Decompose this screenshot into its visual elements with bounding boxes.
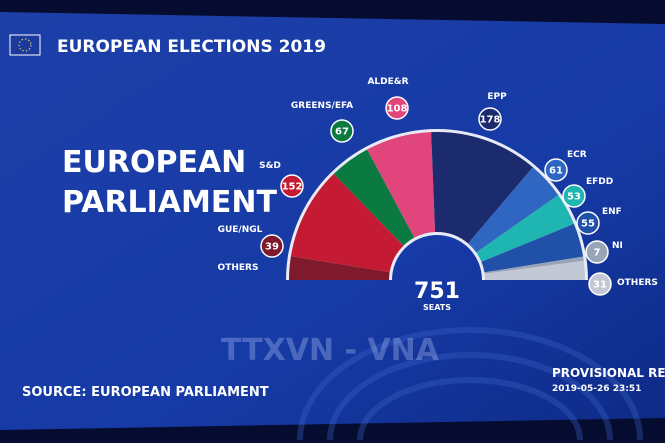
seat-segment bbox=[290, 173, 404, 273]
party-name: S&D bbox=[259, 161, 281, 171]
party-name: OTHERS bbox=[617, 278, 658, 288]
seat-bubble bbox=[280, 174, 304, 198]
seat-segment bbox=[367, 132, 436, 238]
watermark: TTXVN - VNA bbox=[221, 333, 440, 368]
seat-count: 61 bbox=[549, 166, 563, 177]
seat-bubble bbox=[576, 211, 600, 235]
status: PROVISIONAL RESULTS bbox=[552, 366, 665, 380]
party-name: EPP bbox=[487, 92, 507, 102]
seat-bubble bbox=[585, 240, 609, 264]
decor-arcs bbox=[297, 327, 643, 441]
eu-stars bbox=[18, 38, 32, 52]
seat-count: 152 bbox=[282, 182, 303, 193]
party-name: ENF bbox=[602, 207, 622, 217]
seat-segment bbox=[484, 256, 584, 274]
party-name: GREENS/EFA bbox=[291, 101, 353, 111]
seat-count: 39 bbox=[265, 242, 279, 253]
party-name: EFDD bbox=[586, 177, 613, 187]
seat-segment bbox=[333, 149, 415, 246]
seat-count: 178 bbox=[480, 115, 501, 126]
seat-segment bbox=[484, 260, 585, 280]
total-label: SEATS bbox=[423, 303, 451, 312]
seat-count: 53 bbox=[567, 192, 581, 203]
seat-bubble bbox=[260, 234, 284, 258]
seat-count: 108 bbox=[387, 104, 408, 115]
party-name: NI bbox=[612, 241, 623, 251]
seat-bubble bbox=[544, 158, 568, 182]
party-name: GUE/NGL bbox=[218, 225, 263, 235]
chart-title-2: PARLIAMENT bbox=[62, 185, 278, 220]
seat-segment bbox=[481, 223, 584, 273]
eu-flag bbox=[9, 34, 41, 56]
seat-count: 67 bbox=[335, 127, 349, 138]
seat-count: 55 bbox=[581, 219, 595, 230]
seat-bubble bbox=[588, 272, 612, 296]
source: SOURCE: EUROPEAN PARLIAMENT bbox=[22, 385, 269, 400]
header: EUROPEAN ELECTIONS 2019 bbox=[57, 37, 326, 57]
seat-bubble bbox=[478, 107, 502, 131]
left-label: OTHERS bbox=[218, 263, 259, 273]
chart-title-1: EUROPEAN bbox=[62, 145, 246, 180]
seat-segment bbox=[468, 167, 559, 253]
seat-segment bbox=[431, 132, 533, 244]
party-name: ECR bbox=[567, 150, 587, 160]
total: 751 bbox=[414, 279, 460, 304]
party-name: ALDE&R bbox=[367, 77, 408, 87]
seat-bubble bbox=[385, 96, 409, 120]
seat-count: 31 bbox=[593, 280, 607, 291]
seat-bubble bbox=[330, 119, 354, 143]
seat-segment bbox=[289, 255, 390, 280]
timestamp: 2019-05-26 23:51 bbox=[552, 384, 641, 394]
seat-bubble bbox=[562, 184, 586, 208]
seat-segment bbox=[476, 195, 574, 262]
seat-count: 7 bbox=[594, 248, 601, 259]
